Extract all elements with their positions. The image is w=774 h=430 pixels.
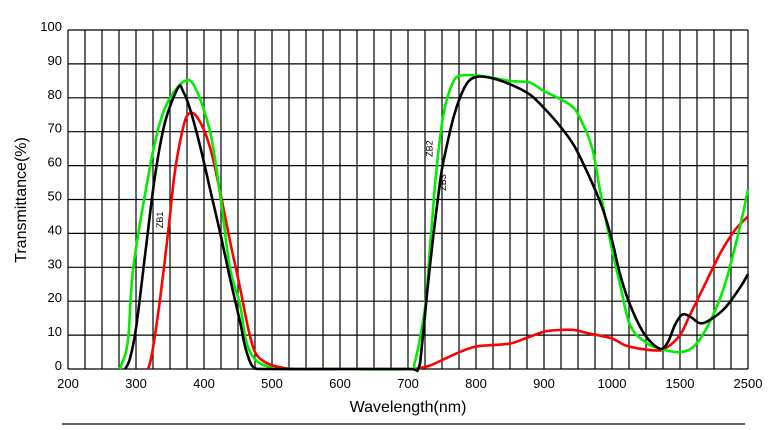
- x-tick-label: 1500: [666, 376, 695, 391]
- x-tick-label: 600: [329, 376, 351, 391]
- y-tick-label: 30: [48, 256, 62, 271]
- y-tick-label: 10: [48, 324, 62, 339]
- series-annotation: ZB3: [438, 174, 448, 191]
- series-group: [118, 73, 750, 373]
- x-tick-label: 700: [397, 376, 419, 391]
- x-tick-label: 500: [261, 376, 283, 391]
- y-axis-title: Transmittance(%): [13, 137, 30, 263]
- x-tick-label: 900: [533, 376, 555, 391]
- grid: [67, 29, 749, 370]
- x-tick-label: 200: [57, 376, 79, 391]
- x-tick-label: 1000: [598, 376, 627, 391]
- series-annotation: ZB1: [155, 212, 165, 229]
- y-tick-label: 20: [48, 290, 62, 305]
- series-annotation: ZB2: [424, 140, 434, 157]
- series-line-zb1: [146, 111, 749, 371]
- tick-labels: 200 300 400 500 600 700 800 900 1000 1500 2500 0 10 2…: [40, 19, 762, 391]
- x-tick-label: 800: [465, 376, 487, 391]
- y-tick-label: 90: [48, 53, 62, 68]
- y-tick-label: 50: [48, 189, 62, 204]
- x-tick-label: 300: [125, 376, 147, 391]
- annotations: ZB1 ZB2 ZB3: [155, 140, 448, 228]
- y-tick-label: 0: [55, 358, 62, 373]
- y-tick-label: 60: [48, 155, 62, 170]
- series-line-zb2: [118, 73, 750, 371]
- y-tick-label: 80: [48, 87, 62, 102]
- series-line-zb3: [123, 75, 750, 373]
- x-tick-label: 400: [193, 376, 215, 391]
- x-tick-label: 2500: [734, 376, 763, 391]
- y-tick-label: 40: [48, 222, 62, 237]
- y-tick-label: 70: [48, 121, 62, 136]
- y-tick-label: 100: [40, 19, 62, 34]
- x-axis-title: Wavelength(nm): [350, 399, 467, 416]
